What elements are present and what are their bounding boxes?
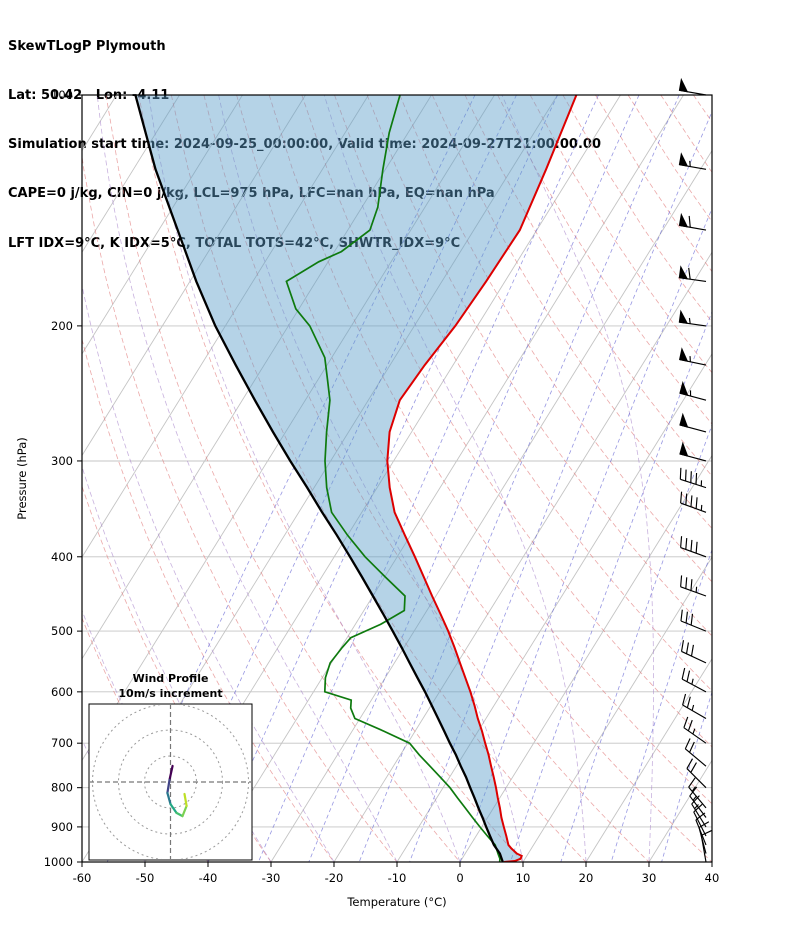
- y-tick-label: 500: [51, 624, 73, 638]
- x-tick-label: -60: [73, 871, 92, 885]
- header: SkewTLogP Plymouth Lat: 50.42 Lon: -4.11…: [8, 6, 601, 285]
- y-tick-label: 300: [51, 454, 73, 468]
- hodograph-trace-segment: [166, 791, 172, 806]
- dry-adiabat-line: [497, 95, 712, 425]
- moist-adiabat-line: [148, 95, 461, 862]
- mixing-ratio-line: [207, 95, 558, 862]
- dry-adiabat-line: [759, 95, 794, 862]
- moist-adiabat-line: [218, 95, 524, 862]
- x-tick-label: 20: [579, 871, 594, 885]
- dry-adiabat-line: [693, 95, 712, 123]
- cin-shading: [135, 95, 577, 862]
- hodograph-subtitle: 10m/s increment: [118, 687, 222, 700]
- hodograph-trace-segment: [183, 792, 188, 808]
- y-tick-label: 100: [51, 88, 73, 102]
- isotherm-line: [711, 861, 712, 862]
- mixing-ratio-line: [661, 690, 712, 862]
- dry-adiabat-line: [431, 95, 712, 530]
- moist-adiabat-line: [82, 465, 272, 862]
- stability-indices-line1: CAPE=0 j/kg, CIN=0 j/kg, LCL=975 hPa, LF…: [8, 186, 495, 202]
- x-tick-label: -10: [388, 871, 407, 885]
- dry-adiabat-line: [170, 95, 587, 862]
- moist-adiabat-line: [711, 858, 712, 862]
- y-tick-label: 900: [51, 820, 73, 834]
- y-tick-label: 1000: [44, 855, 73, 869]
- isotherm-line: [270, 149, 712, 862]
- dry-adiabat-line: [595, 95, 712, 273]
- moist-adiabat-line: [96, 95, 398, 862]
- x-tick-label: 0: [456, 871, 463, 885]
- x-axis-label: Temperature (°C): [346, 895, 446, 909]
- mixing-ratio-line: [560, 423, 712, 862]
- isotherm-line: [82, 95, 432, 660]
- isotherm-line: [396, 353, 712, 862]
- moist-adiabat-line: [82, 609, 209, 862]
- y-tick-label: 200: [51, 319, 73, 333]
- y-tick-label: 400: [51, 550, 73, 564]
- isotherm-line: [648, 759, 712, 862]
- x-tick-label: -30: [262, 871, 281, 885]
- dry-adiabat-line: [529, 95, 712, 374]
- dry-adiabat-line: [203, 95, 650, 862]
- temperature-curve: [386, 95, 578, 862]
- x-tick-label: 30: [642, 871, 657, 885]
- x-tick-label: 10: [516, 871, 531, 885]
- hodograph-title: Wind Profile: [133, 672, 209, 685]
- mixing-ratio-line: [106, 95, 476, 862]
- mixing-ratio-line: [409, 110, 712, 862]
- x-tick-label: -50: [136, 871, 155, 885]
- hodograph-trace-segment: [175, 811, 184, 818]
- y-tick-label: 700: [51, 736, 73, 750]
- dry-adiabat-line: [726, 95, 794, 862]
- mixing-ratio-line: [510, 310, 712, 862]
- isotherm-line: [459, 454, 712, 862]
- dry-adiabat-line: [236, 95, 712, 862]
- figure-title: SkewTLogP Plymouth: [8, 38, 166, 54]
- y-tick-label: 800: [51, 781, 73, 795]
- hodograph-trace-segment: [168, 764, 174, 782]
- simulation-times: Simulation start time: 2024-09-25_00:00:…: [8, 137, 601, 153]
- x-tick-label: 40: [705, 871, 720, 885]
- isotherm-line: [82, 95, 369, 558]
- moist-adiabat-line: [82, 283, 335, 862]
- dry-adiabat-line: [82, 153, 398, 862]
- isotherm-line: [333, 251, 712, 862]
- mixing-ratio-line: [358, 95, 680, 862]
- x-tick-label: -40: [199, 871, 218, 885]
- isotherm-line: [82, 95, 180, 254]
- x-tick-label: -20: [325, 871, 344, 885]
- mixing-ratio-line: [610, 548, 712, 862]
- dry-adiabat-line: [82, 337, 335, 862]
- dry-adiabat-line: [138, 95, 524, 862]
- stability-indices-line2: LFT IDX=9°C, K IDX=5°C, TOTAL TOTS=42°C,…: [8, 235, 461, 251]
- hodograph-trace-segment: [181, 804, 188, 818]
- hodograph-trace-segment: [169, 802, 178, 815]
- mixing-ratio-line: [711, 860, 712, 862]
- y-axis-label: Pressure (hPa): [15, 437, 29, 520]
- hodograph-inset: Wind Profile 10m/s increment: [88, 672, 253, 861]
- wind-barbs: [678, 77, 712, 863]
- dry-adiabat-line: [105, 95, 461, 862]
- isotherm-line: [82, 95, 243, 355]
- y-tick-label: 600: [51, 685, 73, 699]
- isotherm-line: [522, 556, 712, 862]
- dry-adiabat-line: [334, 95, 712, 692]
- isotherm-line: [207, 95, 684, 862]
- mixing-ratio-line: [308, 95, 640, 862]
- dry-adiabat-line: [399, 95, 712, 583]
- dewpoint-curve: [285, 95, 501, 862]
- axes: -60 -50 -40 -30 -20 -10 0 10 20 30 40 100 200 300 400 5…: [15, 88, 719, 909]
- mixing-ratio-line: [258, 95, 599, 862]
- dry-adiabat-line: [268, 95, 712, 805]
- hodograph-trace-segment: [166, 778, 171, 795]
- isotherm-line: [585, 657, 712, 862]
- parcel-curve: [134, 95, 504, 862]
- hodograph-ring: [92, 705, 249, 859]
- moist-adiabat-line: [323, 95, 587, 862]
- isotherm-line: [82, 95, 306, 457]
